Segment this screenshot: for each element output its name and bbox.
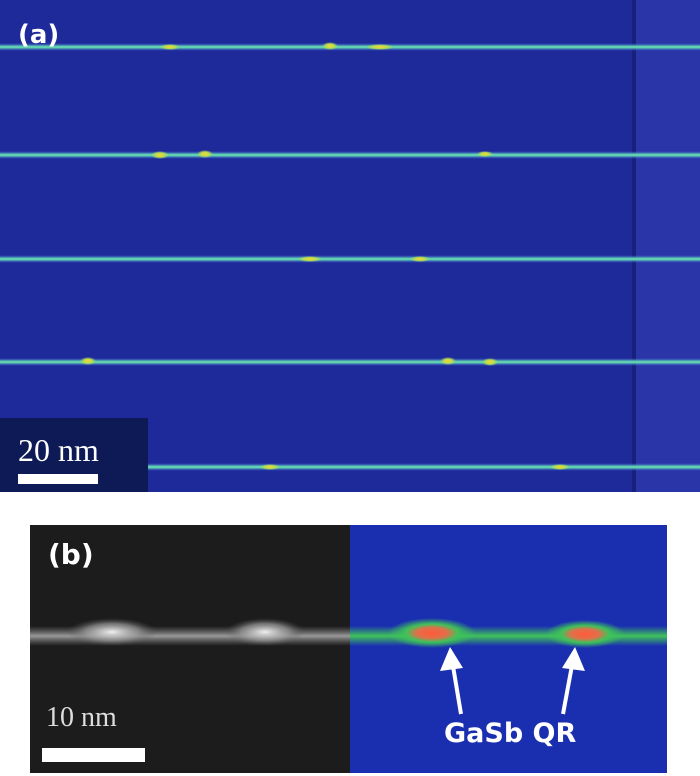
arrow-icon	[440, 647, 463, 715]
arrow-icon	[561, 647, 585, 715]
haadf-grayscale-image	[30, 525, 350, 773]
quantum-ring-gray-1	[67, 618, 157, 646]
hotspots	[80, 42, 570, 470]
quantum-ring-color-1	[388, 618, 476, 648]
gasb-qr-annotation: GaSb QR	[444, 718, 577, 749]
quantum-ring-layer-4	[0, 358, 700, 366]
quantum-ring-layer-1	[0, 43, 700, 51]
quantum-ring-layer-3	[0, 255, 700, 263]
color-mapped-image	[350, 525, 667, 773]
panel-a-image	[0, 0, 700, 492]
scale-bar-a-label: 20 nm	[18, 432, 99, 468]
scale-bar-b-label: 10 nm	[46, 702, 117, 733]
quantum-ring-layer-2	[0, 151, 700, 159]
panel-b-label: (b)	[48, 538, 94, 571]
panel-a-label: (a)	[18, 20, 60, 50]
quantum-ring-gray-2	[225, 618, 305, 646]
quantum-ring-layer-5	[0, 463, 700, 471]
panel-b-image	[30, 525, 667, 773]
scale-bar-a	[18, 474, 98, 484]
scale-bar-b	[42, 748, 145, 762]
quantum-ring-color-2	[545, 620, 625, 648]
